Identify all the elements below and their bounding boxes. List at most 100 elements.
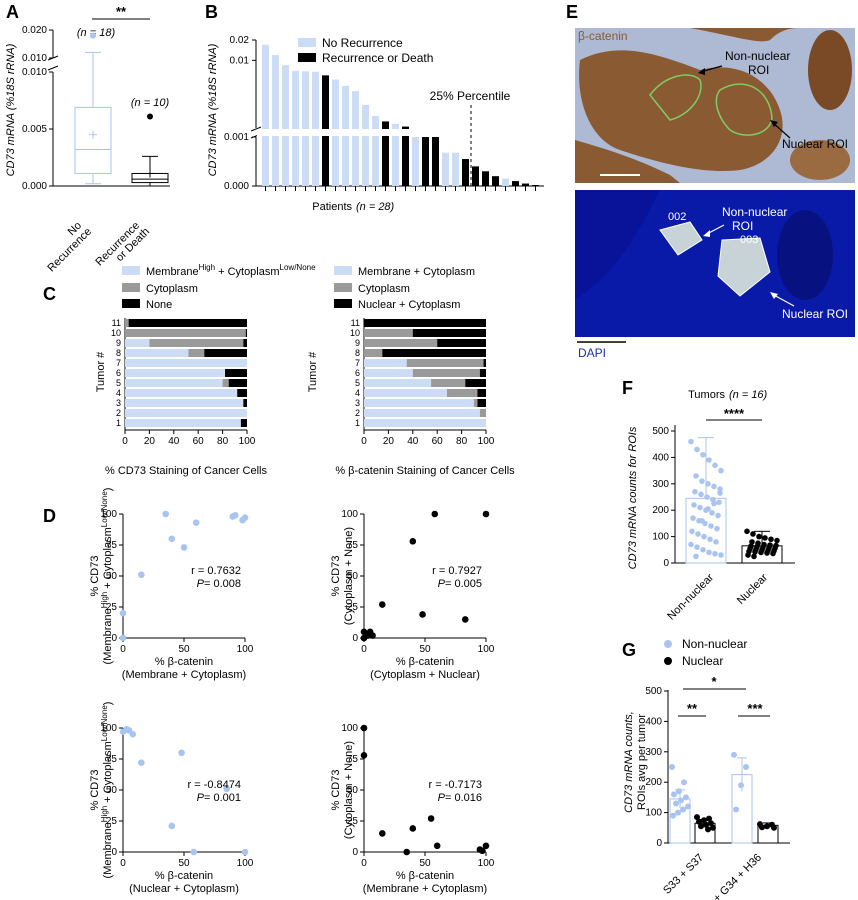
panel-b-bar bbox=[422, 137, 429, 186]
panel-f-point bbox=[756, 533, 762, 540]
panel-b-bar bbox=[522, 183, 529, 186]
panel-e-bottom-annot-1: 002 bbox=[668, 211, 686, 223]
panel-f-dotplot: Tumors (n = 16) CD73 mRNA counts for ROI… bbox=[627, 389, 795, 622]
panel-d-plot-2-ylabel-1: % CD73 bbox=[330, 556, 342, 597]
panel-d-plot-1-ylabel-2: (MembraneHigh + CytoplasmLow/None) bbox=[100, 488, 114, 665]
panel-a-axis-break-2 bbox=[47, 65, 59, 71]
panel-f-point bbox=[768, 536, 774, 543]
panel-g-point bbox=[669, 764, 675, 770]
panel-f-point bbox=[713, 539, 719, 545]
panel-b-bar bbox=[432, 137, 439, 186]
panel-g-ytick-label: 0 bbox=[656, 838, 662, 849]
panel-a-n-group1: (n = 18) bbox=[77, 27, 116, 39]
dapi-roi-003 bbox=[717, 237, 771, 297]
panel-g-point bbox=[671, 791, 677, 798]
panel-f-point bbox=[711, 500, 717, 507]
panel-c-right-segment bbox=[406, 359, 484, 367]
panel-g-ytick-label: 300 bbox=[645, 747, 662, 758]
panel-f-point bbox=[701, 533, 707, 540]
panel-c-right-tumor-label: 11 bbox=[351, 318, 360, 328]
panel-g-sig-left: ** bbox=[687, 701, 698, 716]
panel-b-bar bbox=[282, 65, 289, 186]
panel-letter-f: F bbox=[622, 378, 633, 398]
panel-c-left-segment bbox=[222, 379, 229, 387]
panel-d-plot-2-point bbox=[431, 510, 439, 518]
panel-a-ytick-label: 0.000 bbox=[22, 181, 47, 192]
panel-b-ytick-label: 0.02 bbox=[230, 35, 250, 46]
panel-c-right-tumor-label: 9 bbox=[355, 338, 360, 348]
panel-c-right-segment bbox=[364, 329, 413, 337]
panel-f-ytick-label: 500 bbox=[652, 426, 669, 437]
panel-a-ylabel: CD73 mRNA (%18S rRNA) bbox=[5, 43, 17, 176]
ihc-roi-nuclear bbox=[715, 83, 773, 136]
ihc-tissue-region-3 bbox=[690, 28, 800, 42]
panel-c-right-segment bbox=[364, 419, 486, 427]
panel-c-left-segment bbox=[125, 359, 247, 367]
panel-c-right-segment bbox=[364, 379, 432, 387]
panel-g-point bbox=[771, 824, 777, 831]
panel-f-point bbox=[712, 462, 718, 469]
panel-g-point bbox=[710, 824, 716, 831]
panel-g-point bbox=[738, 782, 744, 789]
panel-d-plot-4-ylabel-2: (Cytoplasm + None) bbox=[343, 741, 355, 839]
panel-f-point bbox=[718, 552, 724, 558]
panel-c-left-segment bbox=[125, 339, 150, 347]
panel-f-point bbox=[709, 510, 715, 516]
panel-d-plot-1-xtick-label: 0 bbox=[120, 644, 126, 655]
panel-f-point bbox=[688, 438, 694, 445]
panel-f-point bbox=[712, 550, 718, 557]
panel-c-right-segment bbox=[364, 349, 383, 357]
panel-d-plot-2-point bbox=[379, 601, 386, 608]
panel-g-xlabel-1: S33 + S37 bbox=[661, 852, 706, 897]
panel-g-point bbox=[743, 764, 749, 770]
panel-c-right-segment bbox=[437, 339, 486, 347]
panel-b-bar bbox=[452, 152, 459, 186]
panel-c-left-xtick-label: 60 bbox=[193, 436, 205, 447]
panel-g-point bbox=[705, 826, 711, 833]
panel-d-plot-2-ylabel-2: (Cytoplasm + None) bbox=[343, 527, 355, 625]
panel-c-left-tumor-label: 8 bbox=[116, 348, 121, 358]
panel-b-bar bbox=[472, 166, 479, 186]
panel-c-left-tumor-label: 7 bbox=[116, 358, 121, 368]
panel-b-legend-swatch-2 bbox=[298, 53, 316, 62]
panel-d-plot-4-point bbox=[433, 842, 441, 850]
panel-c-right-segment bbox=[364, 389, 447, 397]
panel-c-left-segment bbox=[225, 369, 247, 377]
panel-c-right-segment bbox=[479, 369, 486, 377]
panel-d-plot-3-ylabel-1: % CD73 bbox=[89, 770, 101, 811]
panel-d-plot-4-xtick-label: 50 bbox=[419, 858, 431, 869]
panel-d-plot-3-point bbox=[241, 848, 249, 856]
panel-g-point bbox=[764, 823, 770, 830]
panel-d-plot-2-xlabel-1: % β-catenin bbox=[396, 656, 454, 668]
panel-d-plot-2-point bbox=[461, 616, 469, 623]
panel-g-legend-1: Non-nuclear bbox=[682, 637, 747, 651]
panel-d-plot-3-ytick-label: 0 bbox=[111, 847, 117, 858]
panel-f-point bbox=[708, 523, 714, 529]
panel-g-ytick-label: 100 bbox=[645, 808, 662, 819]
panel-c-left-segment bbox=[125, 419, 241, 427]
panel-letter-d: D bbox=[43, 506, 56, 526]
panel-g-xlabel-2: D32 + G34 + H36 bbox=[695, 852, 764, 900]
panel-c-left-xtick-label: 80 bbox=[217, 436, 229, 447]
panel-a-n-group2: (n = 10) bbox=[131, 97, 170, 109]
panel-b-bar bbox=[382, 121, 389, 186]
panel-c-right-segment bbox=[477, 399, 486, 407]
panel-f-ytick-label: 200 bbox=[652, 505, 669, 516]
panel-g-point bbox=[694, 814, 700, 821]
panel-f-ytick-label: 0 bbox=[663, 558, 669, 569]
panel-f-point bbox=[762, 535, 768, 541]
panel-b-bar bbox=[262, 44, 269, 186]
panel-d-plot-2-r-value: r = 0.7927 bbox=[432, 565, 482, 577]
panel-f-point bbox=[693, 473, 699, 479]
panel-c-left-segment bbox=[125, 349, 189, 357]
panel-d-plot-3-ytick-label: 100 bbox=[100, 723, 117, 734]
panel-e-top-annot-1: Non-nuclear bbox=[725, 49, 790, 63]
panel-g-sig-top: * bbox=[711, 674, 717, 689]
panel-d-plot-4-point bbox=[360, 751, 368, 759]
panel-c-left-segment bbox=[125, 409, 247, 417]
panel-b-bar bbox=[482, 171, 489, 186]
panel-d-plot-1-point bbox=[168, 535, 176, 543]
panel-c-right-ylabel: Tumor # bbox=[307, 351, 319, 392]
